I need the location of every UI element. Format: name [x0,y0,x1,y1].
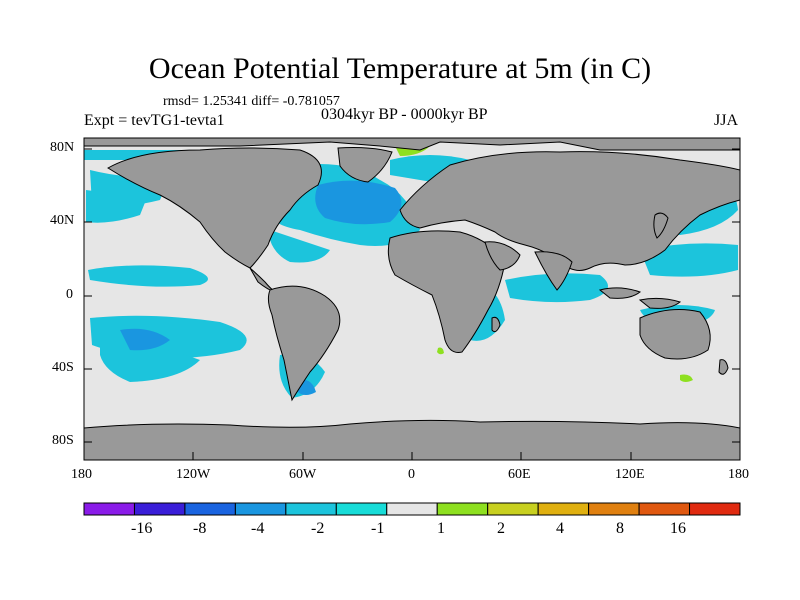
season-label: JJA [714,112,739,129]
colorbar-box-13 [689,502,741,516]
colorbar-box-9 [487,502,539,516]
colorbar-label-5: -1 [371,520,385,537]
colorbar-box-7 [386,502,438,516]
axis-ticks [83,148,741,460]
lon-label-180e: 180 [728,467,749,482]
lat-label-40n: 40N [50,213,75,228]
colorbar [83,502,741,516]
colorbar-box-1 [83,502,135,516]
colorbar-box-6 [335,502,388,516]
lat-label-0: 0 [66,287,73,302]
lon-label-120e: 120E [615,467,645,482]
lon-label-60e: 60E [508,467,531,482]
colorbar-label-2: -8 [193,520,207,537]
colorbar-box-5 [285,502,337,516]
map-title: Ocean Potential Temperature at 5m (in C) [148,52,652,85]
colorbar-box-4 [234,502,287,516]
colorbar-box-2 [133,502,186,516]
colorbar-box-8 [436,502,489,516]
colorbar-label-7: 2 [497,520,505,537]
lat-label-80n: 80N [50,140,75,155]
lon-label-60w: 60W [289,467,317,482]
stats-line: rmsd= 1.25341 diff= -0.781057 [163,94,340,109]
lat-label-80s: 80S [52,433,74,448]
colorbar-box-12 [638,502,691,516]
lat-label-40s: 40S [52,360,74,375]
lon-label-120w: 120W [176,467,211,482]
land-masses [84,138,740,460]
period-label: 0304kyr BP - 0000kyr BP [321,106,488,123]
lon-label-180w: 180 [71,467,92,482]
colorbar-label-4: -2 [311,520,325,537]
colorbar-label-9: 8 [616,520,624,537]
lon-label-0: 0 [408,467,415,482]
colorbar-box-10 [537,502,590,516]
colorbar-label-3: -4 [251,520,265,537]
colorbar-label-10: 16 [670,520,686,537]
colorbar-box-3 [184,502,236,516]
experiment-label: Expt = tevTG1-tevta1 [84,112,225,129]
colorbar-label-1: -16 [131,520,153,537]
colorbar-box-11 [588,502,640,516]
colorbar-label-8: 4 [556,520,564,537]
colorbar-label-6: 1 [437,520,445,537]
